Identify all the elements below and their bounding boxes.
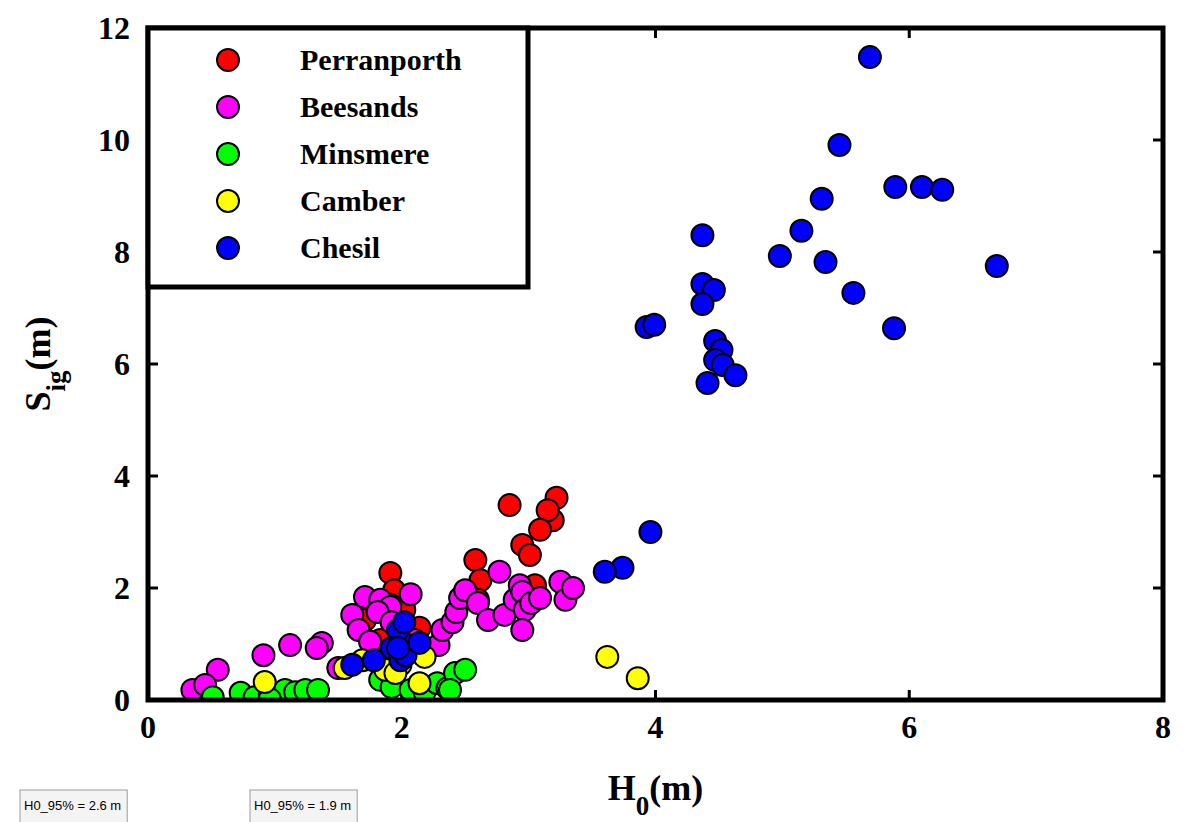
point bbox=[488, 561, 510, 583]
point bbox=[884, 176, 906, 198]
y-tick-label: 4 bbox=[114, 458, 130, 494]
point bbox=[306, 637, 328, 659]
legend-marker bbox=[217, 190, 239, 212]
y-tick-label: 2 bbox=[114, 570, 130, 606]
point bbox=[387, 637, 409, 659]
point bbox=[439, 679, 461, 700]
y-tick-label: 12 bbox=[98, 10, 130, 46]
legend-label: Chesil bbox=[300, 231, 380, 264]
point bbox=[931, 179, 953, 201]
y-tick-label: 6 bbox=[114, 346, 130, 382]
point bbox=[464, 549, 486, 571]
point bbox=[409, 632, 431, 654]
point bbox=[393, 611, 415, 633]
annotation: H0_95% = 1.9 m bbox=[254, 798, 351, 813]
legend-label: Beesands bbox=[300, 90, 418, 123]
y-tick-label: 0 bbox=[114, 682, 130, 718]
point bbox=[529, 519, 551, 541]
point bbox=[639, 521, 661, 543]
x-axis-title: H0(m) bbox=[608, 768, 703, 821]
point bbox=[627, 667, 649, 689]
plot-frame bbox=[148, 28, 1163, 700]
point bbox=[254, 671, 276, 693]
point bbox=[883, 317, 905, 339]
legend-marker bbox=[217, 143, 239, 165]
y-axis-title: Sig(m) bbox=[18, 316, 71, 411]
points bbox=[181, 46, 1007, 700]
legend-label: Perranporth bbox=[300, 43, 462, 76]
x-tick-label: 0 bbox=[140, 709, 156, 745]
point bbox=[596, 646, 618, 668]
legend-label: Minsmere bbox=[300, 137, 429, 170]
point bbox=[859, 46, 881, 68]
point bbox=[454, 659, 476, 681]
x-tick-label: 4 bbox=[648, 709, 664, 745]
point bbox=[986, 255, 1008, 277]
point bbox=[815, 251, 837, 273]
point bbox=[643, 314, 665, 336]
annotation-box bbox=[20, 790, 127, 822]
point bbox=[252, 644, 274, 666]
point bbox=[724, 364, 746, 386]
point bbox=[562, 577, 584, 599]
x-tick-label: 2 bbox=[394, 709, 410, 745]
point bbox=[279, 634, 301, 656]
point bbox=[363, 649, 385, 671]
point bbox=[842, 282, 864, 304]
point bbox=[691, 293, 713, 315]
point bbox=[409, 672, 431, 694]
point bbox=[307, 679, 329, 700]
point bbox=[529, 587, 551, 609]
annotation: H0_95% = 2.6 m bbox=[24, 798, 121, 813]
y-tick-label: 10 bbox=[98, 122, 130, 158]
y-tick-label: 8 bbox=[114, 234, 130, 270]
point bbox=[790, 220, 812, 242]
point bbox=[511, 619, 533, 641]
legend-marker bbox=[217, 237, 239, 259]
point bbox=[519, 544, 541, 566]
point bbox=[911, 176, 933, 198]
point bbox=[341, 654, 363, 676]
point bbox=[691, 224, 713, 246]
legend-box bbox=[148, 28, 528, 287]
legend: Perranporth Beesands Minsmere Camber Chesil bbox=[148, 28, 528, 287]
point bbox=[697, 372, 719, 394]
legend-marker bbox=[217, 49, 239, 71]
point bbox=[594, 561, 616, 583]
point bbox=[828, 134, 850, 156]
point bbox=[400, 583, 422, 605]
legend-label: Camber bbox=[300, 184, 405, 217]
legend-marker bbox=[217, 96, 239, 118]
annotation-box bbox=[250, 790, 357, 822]
point bbox=[499, 494, 521, 516]
x-tick-label: 8 bbox=[1155, 709, 1171, 745]
x-tick-label: 6 bbox=[901, 709, 917, 745]
point bbox=[811, 188, 833, 210]
chart: 0 2 4 6 8 0 2 4 6 8 10 12 H0(m) Sig(m) Perranporth Bees… bbox=[0, 0, 1191, 822]
point bbox=[769, 245, 791, 267]
